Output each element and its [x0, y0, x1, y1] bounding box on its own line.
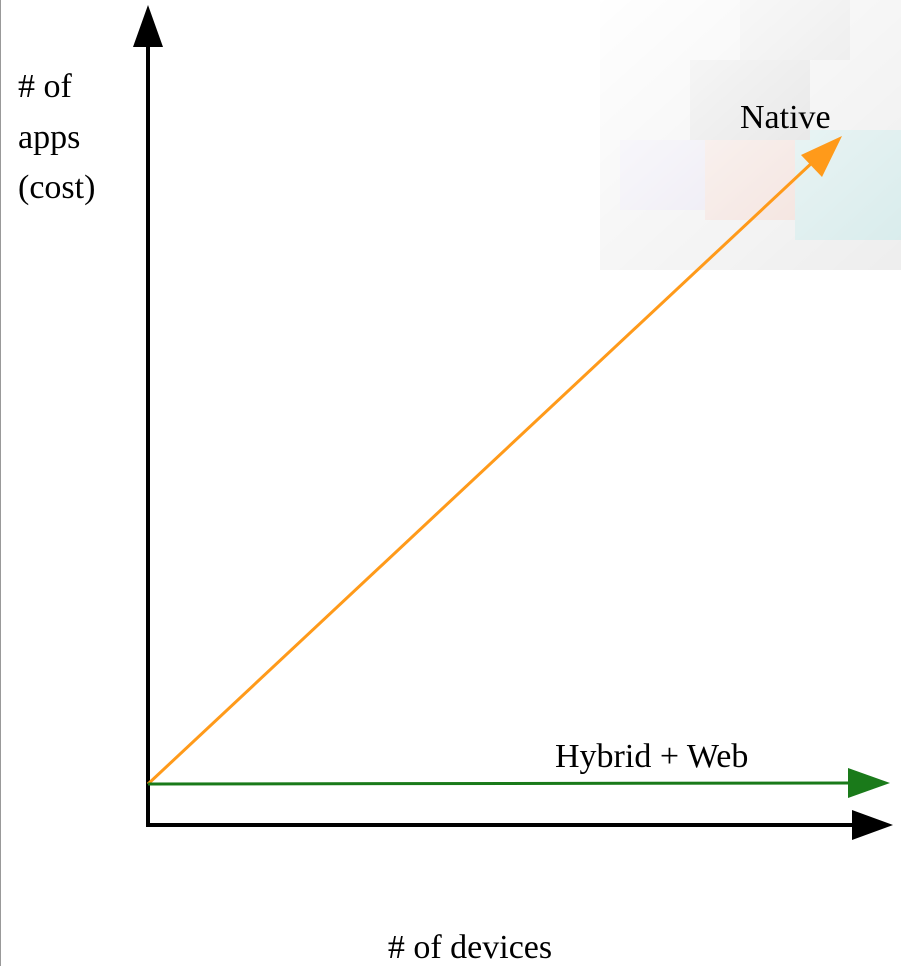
x-axis: [146, 810, 893, 840]
y-axis-label: # of: [18, 68, 73, 105]
line-label: Native: [740, 99, 831, 136]
y-axis: [133, 5, 163, 826]
x-axis-label: # of devices: [388, 929, 552, 966]
native-arrow: [148, 136, 842, 784]
slide: # of apps (cost) Native Hybrid + Web # o…: [0, 0, 901, 966]
y-axis-label: apps: [18, 119, 80, 156]
hybrid-web-arrow: [148, 768, 890, 798]
y-axis-label: (cost): [18, 169, 95, 206]
line-label: Hybrid + Web: [555, 738, 748, 775]
